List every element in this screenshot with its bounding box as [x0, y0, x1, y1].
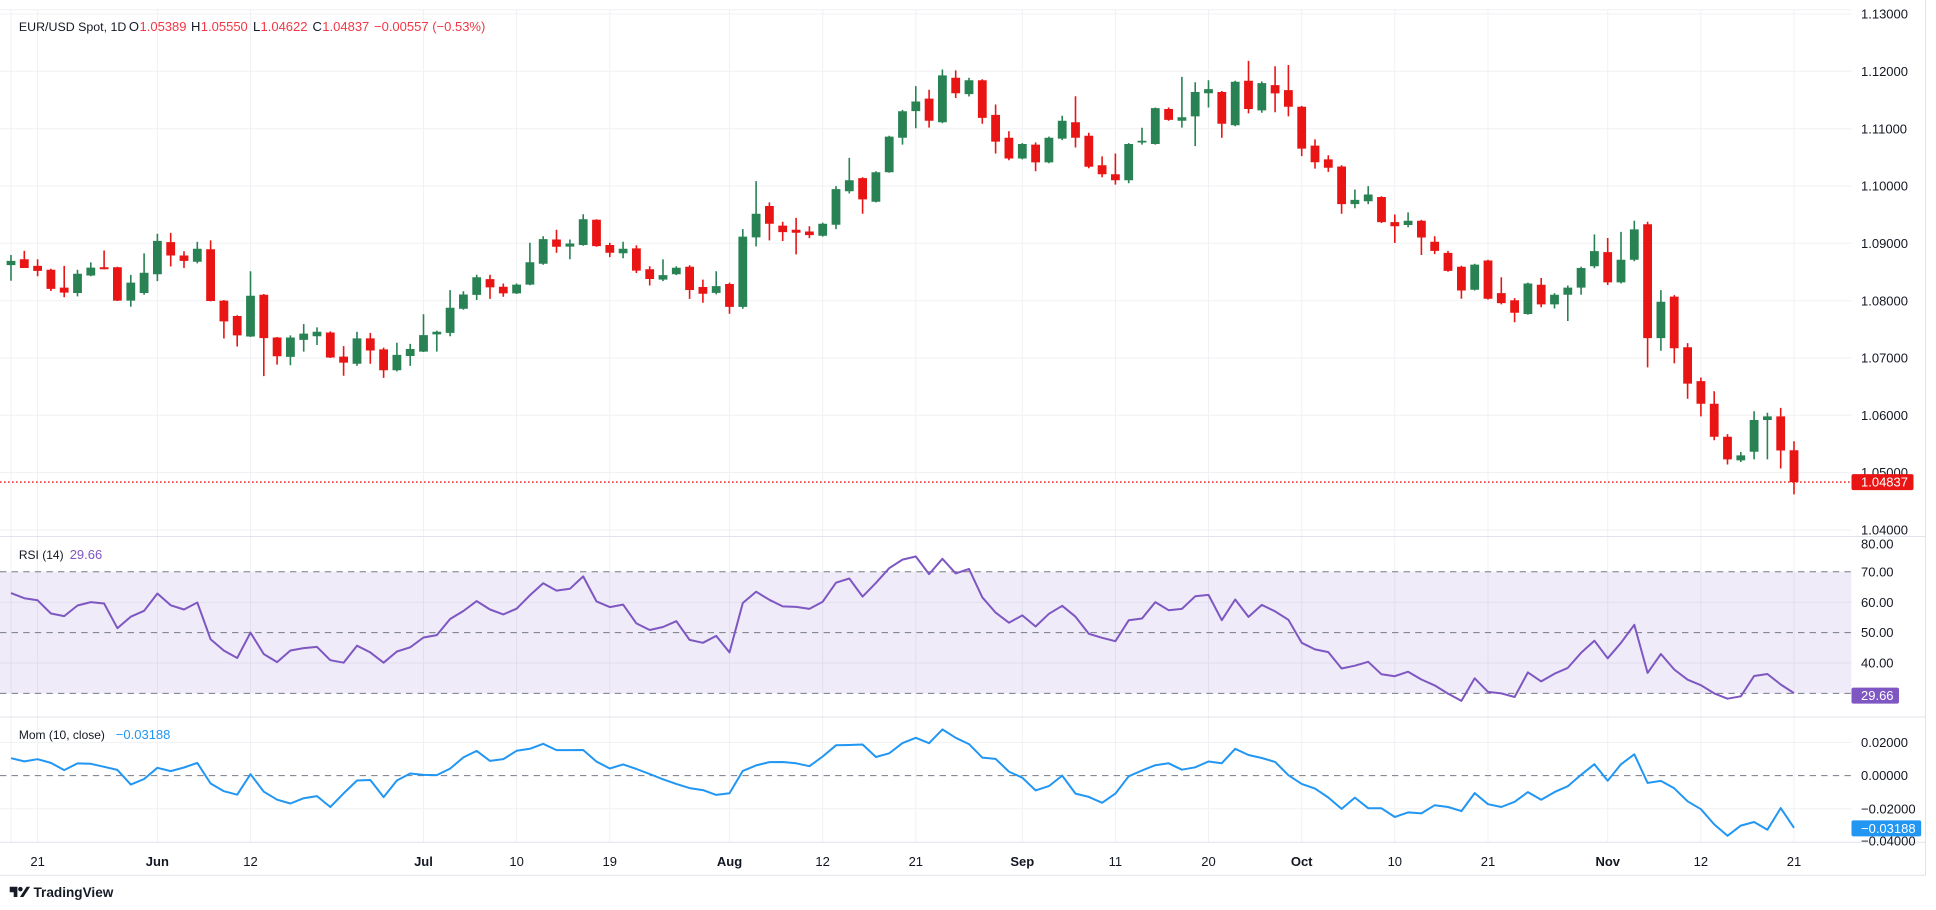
svg-text:12: 12: [815, 854, 829, 869]
svg-text:Oct: Oct: [1291, 854, 1313, 869]
svg-text:1.11000: 1.11000: [1861, 121, 1907, 136]
svg-text:1.10000: 1.10000: [1861, 179, 1908, 194]
svg-text:−0.04000: −0.04000: [1861, 834, 1916, 849]
svg-text:C: C: [313, 19, 322, 34]
svg-text:50.00: 50.00: [1861, 625, 1894, 640]
svg-text:−0.03188: −0.03188: [116, 727, 171, 742]
svg-text:1.08000: 1.08000: [1861, 293, 1908, 308]
svg-text:1.04622: 1.04622: [261, 19, 308, 34]
svg-text:Sep: Sep: [1010, 854, 1034, 869]
svg-text:1.12000: 1.12000: [1861, 64, 1908, 79]
svg-text:1.06000: 1.06000: [1861, 408, 1908, 423]
svg-text:−0.00557 (−0.53%): −0.00557 (−0.53%): [374, 19, 485, 34]
svg-text:1.04837: 1.04837: [322, 19, 369, 34]
svg-text:70.00: 70.00: [1861, 564, 1894, 579]
svg-text:21: 21: [30, 854, 44, 869]
svg-text:0.02000: 0.02000: [1861, 735, 1908, 750]
svg-text:0.00000: 0.00000: [1861, 768, 1908, 783]
svg-text:40.00: 40.00: [1861, 656, 1894, 671]
svg-text:1.05550: 1.05550: [201, 19, 248, 34]
svg-text:10: 10: [1388, 854, 1402, 869]
svg-text:12: 12: [1694, 854, 1708, 869]
svg-text:29.66: 29.66: [70, 547, 103, 562]
svg-text:12: 12: [243, 854, 257, 869]
svg-text:1.07000: 1.07000: [1861, 351, 1908, 366]
svg-text:O: O: [129, 19, 139, 34]
svg-text:21: 21: [1481, 854, 1495, 869]
svg-text:1.09000: 1.09000: [1861, 236, 1908, 251]
svg-text:Aug: Aug: [717, 854, 742, 869]
svg-text:20: 20: [1201, 854, 1215, 869]
svg-text:H: H: [191, 19, 200, 34]
svg-text:−0.02000: −0.02000: [1861, 801, 1916, 816]
svg-text:1.04837: 1.04837: [1861, 475, 1908, 490]
svg-text:TradingView: TradingView: [34, 885, 114, 900]
svg-text:1.05389: 1.05389: [140, 19, 187, 34]
svg-text:−0.03188: −0.03188: [1861, 821, 1916, 836]
svg-text:RSI (14): RSI (14): [19, 548, 64, 562]
svg-text:Mom (10, close): Mom (10, close): [19, 728, 105, 742]
svg-text:29.66: 29.66: [1861, 688, 1894, 703]
svg-text:Nov: Nov: [1595, 854, 1620, 869]
svg-text:21: 21: [909, 854, 923, 869]
svg-text:10: 10: [509, 854, 523, 869]
svg-text:80.00: 80.00: [1861, 537, 1894, 552]
svg-text:Jun: Jun: [146, 854, 169, 869]
svg-text:L: L: [253, 19, 260, 34]
svg-text:11: 11: [1109, 854, 1123, 869]
svg-text:1.13000: 1.13000: [1861, 7, 1908, 22]
svg-text:21: 21: [1787, 854, 1801, 869]
svg-text:Jul: Jul: [414, 854, 433, 869]
svg-text:EUR/USD Spot, 1D: EUR/USD Spot, 1D: [19, 20, 126, 34]
svg-text:1.04000: 1.04000: [1861, 523, 1908, 538]
svg-text:60.00: 60.00: [1861, 595, 1894, 610]
svg-text:19: 19: [603, 854, 617, 869]
